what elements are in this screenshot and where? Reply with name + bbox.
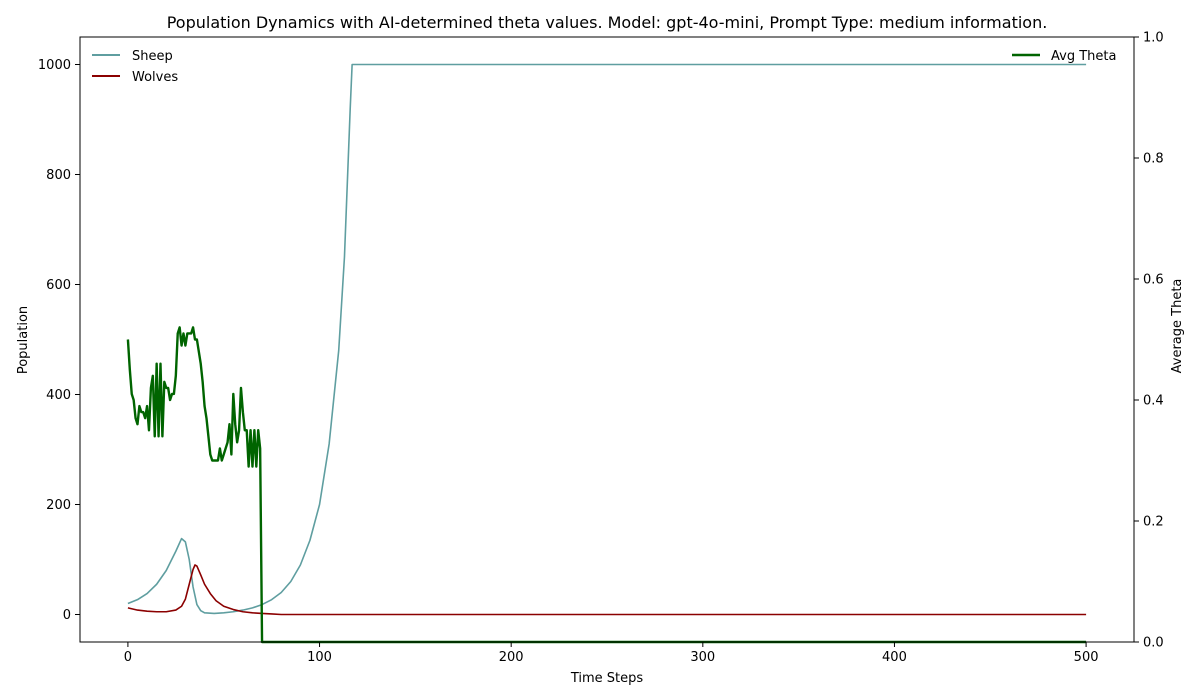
- y2-tick-label: 0.2: [1143, 515, 1164, 530]
- y-axis-right: 0.0 0.2 0.4 0.6 0.8 1.0: [1134, 31, 1164, 651]
- chart-title: Population Dynamics with AI-determined t…: [167, 13, 1048, 32]
- y2-tick-label: 0.4: [1143, 394, 1164, 409]
- x-axis: 0 100 200 300 400 500: [124, 642, 1099, 665]
- series-line-sheep: [127, 63, 1087, 615]
- legend-label-avg-theta: Avg Theta: [1051, 49, 1116, 64]
- series-layer: [126, 63, 1087, 644]
- legend-left: Sheep Wolves: [92, 49, 178, 85]
- y-tick-label: 1000: [38, 58, 71, 73]
- series-line-wolves: [127, 564, 1087, 616]
- legend-right: Avg Theta: [1012, 49, 1116, 64]
- y2-tick-label: 0.6: [1143, 273, 1164, 288]
- legend-label-sheep: Sheep: [132, 49, 173, 64]
- legend-label-wolves: Wolves: [132, 70, 178, 85]
- y-tick-label: 200: [46, 498, 71, 513]
- y-tick-label: 800: [46, 168, 71, 183]
- y-tick-label: 0: [63, 608, 71, 623]
- x-tick-label: 0: [124, 650, 132, 665]
- plot-area: [126, 63, 1087, 644]
- y2-axis-label: Average Theta: [1170, 279, 1185, 374]
- x-tick-label: 200: [499, 650, 524, 665]
- y2-tick-label: 1.0: [1143, 31, 1164, 46]
- x-tick-label: 100: [307, 650, 332, 665]
- x-tick-label: 500: [1074, 650, 1099, 665]
- series-line-avg-theta: [126, 326, 1087, 644]
- y-tick-label: 400: [46, 388, 71, 403]
- x-axis-label: Time Steps: [570, 671, 644, 686]
- y-tick-label: 600: [46, 278, 71, 293]
- y-axis-left: 0 200 400 600 800 1000: [38, 58, 80, 623]
- plot-frame: [79, 36, 1135, 643]
- x-tick-label: 400: [882, 650, 907, 665]
- y2-tick-label: 0.0: [1143, 636, 1164, 651]
- y2-tick-label: 0.8: [1143, 152, 1164, 167]
- x-tick-label: 300: [690, 650, 715, 665]
- y-axis-label: Population: [16, 306, 31, 374]
